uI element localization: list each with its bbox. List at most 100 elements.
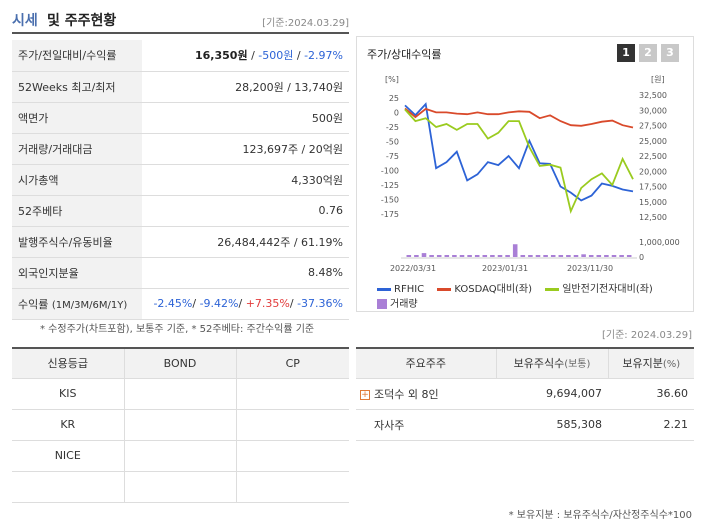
right-tick-label: 32,500 <box>639 91 667 100</box>
price-rate: -2.97% <box>304 49 343 63</box>
row-label: 수익률 (1M/3M/6M/1Y) <box>12 288 142 320</box>
return-1m: -2.45% <box>153 297 193 310</box>
row-label: 외국인지분율 <box>12 257 142 289</box>
table-row: 자사주 585,308 2.21 <box>356 409 694 441</box>
legend-label: 일반전기전자대비(좌) <box>562 284 653 295</box>
header-unit: (%) <box>662 359 681 371</box>
table-cell: 2.21 <box>608 409 694 441</box>
legend-swatch-kosdaq <box>437 287 452 291</box>
shareholder-name: 자사주 <box>374 418 405 432</box>
volume-bar <box>421 253 427 257</box>
row-label: 52Weeks 최고/최저 <box>12 71 142 103</box>
table-cell <box>235 409 349 441</box>
left-tick-label: -150 <box>381 196 399 205</box>
table-row: 외국인지분율 8.48% <box>12 257 349 289</box>
right-tick-label: 27,500 <box>639 122 667 131</box>
shareholder-table: 주요주주 보유주식수(보통) 보유지분(%) + 조덕수 외 8인 9,694,0… <box>356 347 694 441</box>
table-cell <box>123 440 236 472</box>
legend-swatch-sector <box>545 287 560 291</box>
row-value: 26,484,442주 / 61.19% <box>142 226 349 258</box>
table-cell: 9,694,007 <box>496 378 608 410</box>
legend-item-rfhic: RFHIC <box>377 284 424 295</box>
table-row: 52주베타 0.76 <box>12 195 349 227</box>
table-row: KR <box>12 409 349 441</box>
return-3m: -9.42% <box>199 297 239 310</box>
table-cell: 36.60 <box>608 378 694 410</box>
table-cell <box>123 378 236 410</box>
column-header: BOND <box>123 348 236 379</box>
row-label: 52주베타 <box>12 195 142 227</box>
table-row: 주가/전일대비/수익률 16,350원 / -500원 / -2.97% <box>12 40 349 72</box>
quote-table: 주가/전일대비/수익률 16,350원 / -500원 / -2.97% 52W… <box>12 40 349 320</box>
right-tick-label: 20,000 <box>639 167 667 176</box>
section-header: 시세 및 주주현황 [기준:2024.03.29] <box>12 8 349 34</box>
chart-button-1[interactable]: 1 <box>617 44 635 62</box>
header-text: 보유지분 <box>622 357 663 371</box>
table-cell <box>235 378 349 410</box>
volume-tick-label: 0 <box>639 253 644 262</box>
volume-bar <box>474 255 480 257</box>
row-value: 8.48% <box>142 257 349 289</box>
legend-label: RFHIC <box>394 284 425 295</box>
volume-bar <box>452 255 457 257</box>
volume-bar <box>429 255 434 257</box>
left-tick-label: -25 <box>386 123 399 132</box>
column-header: 보유지분(%) <box>607 348 694 379</box>
chart-title: 주가/상대수익률 <box>367 48 442 61</box>
left-axis-unit: [%] <box>385 75 399 84</box>
right-tick-label: 17,500 <box>639 183 667 192</box>
series-line-kosdaq <box>404 107 634 129</box>
row-value: -2.45%/ -9.42%/ +7.35%/ -37.36% <box>142 288 349 320</box>
volume-bar <box>482 255 488 257</box>
volume-bar <box>566 255 571 257</box>
volume-bar <box>505 255 510 257</box>
table-row: 액면가 500원 <box>12 102 349 134</box>
right-tick-label: 22,500 <box>639 152 667 161</box>
right-tick-label: 25,000 <box>639 137 667 146</box>
column-header: 주요주주 <box>356 348 496 379</box>
table-cell <box>235 440 349 472</box>
table-cell <box>235 471 349 503</box>
row-label: 발행주식수/유동비율 <box>12 226 142 258</box>
row-value: 28,200원 / 13,740원 <box>142 71 349 103</box>
left-tick-label: -125 <box>381 181 399 190</box>
volume-bar <box>406 255 412 257</box>
row-label: 액면가 <box>12 102 142 134</box>
volume-bar <box>535 255 541 257</box>
row-label: 거래량/거래대금 <box>12 133 142 165</box>
header-unit: (보통) <box>564 359 591 371</box>
column-header: 신용등급 <box>12 348 124 379</box>
current-price: 16,350원 <box>195 49 248 63</box>
volume-bar <box>444 255 450 257</box>
left-tick-label: 0 <box>394 108 399 117</box>
volume-tick-label: 1,000,000 <box>639 238 680 247</box>
column-header: 보유주식수(보통) <box>495 348 608 379</box>
table-cell <box>123 471 236 503</box>
volume-bar <box>459 255 465 257</box>
table-cell: NICE <box>12 440 124 472</box>
row-value: 500원 <box>142 102 349 134</box>
volume-bar <box>497 255 503 257</box>
separator: / <box>293 49 305 63</box>
row-value: 16,350원 / -500원 / -2.97% <box>142 40 349 72</box>
return-6m: +7.35% <box>245 297 290 310</box>
left-tick-label: 25 <box>389 94 399 103</box>
table-row: NICE <box>12 440 349 472</box>
chart-button-2[interactable]: 2 <box>639 44 657 62</box>
expand-icon[interactable]: + <box>360 389 370 400</box>
table-row: 거래량/거래대금 123,697주 / 20억원 <box>12 133 349 165</box>
volume-bar <box>581 254 586 257</box>
legend-item-volume: 거래량 <box>377 295 418 310</box>
legend-item-kosdaq: KOSDAQ대비(좌) <box>437 280 532 295</box>
table-row: 발행주식수/유동비율 26,484,442주 / 61.19% <box>12 226 349 258</box>
right-tick-label: 30,000 <box>639 106 667 115</box>
table-cell: 585,308 <box>496 409 608 441</box>
shareholder-name: 조덕수 외 8인 <box>374 387 439 401</box>
chart-button-3[interactable]: 3 <box>661 44 679 62</box>
separator: / <box>192 297 200 310</box>
table-row: KIS <box>12 378 349 410</box>
series-line-sector <box>404 108 634 214</box>
table-cell: KIS <box>12 378 124 410</box>
